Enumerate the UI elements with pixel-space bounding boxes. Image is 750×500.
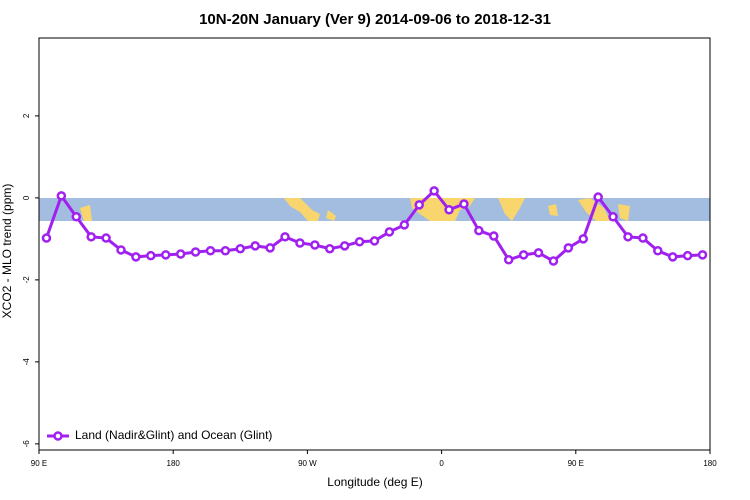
y-axis-label: XCO2 - MLO trend (ppm) <box>0 184 14 319</box>
point <box>548 256 559 266</box>
point <box>459 199 469 209</box>
x-tick-label: 180 <box>703 459 717 468</box>
point <box>56 191 67 201</box>
legend-label: Land (Nadir&Glint) and Ocean (Glint) <box>75 428 272 442</box>
land <box>80 205 92 221</box>
point <box>444 205 454 215</box>
point <box>489 231 499 241</box>
point <box>190 247 201 257</box>
point <box>533 248 544 258</box>
point <box>205 246 216 256</box>
land <box>284 198 320 221</box>
x-axis-label: Longitude (deg E) <box>327 475 422 489</box>
point <box>250 241 260 251</box>
x-tick-label: 90 E <box>568 459 584 468</box>
point <box>280 232 290 242</box>
plot-frame <box>38 37 711 451</box>
point <box>608 211 618 222</box>
point <box>41 233 52 243</box>
point <box>131 252 141 262</box>
x-tick-label: 180 <box>167 459 181 468</box>
y-tick-label: -2 <box>22 276 31 284</box>
point <box>325 243 335 254</box>
map-band <box>39 198 710 221</box>
point <box>593 192 603 202</box>
point <box>369 236 380 246</box>
land <box>498 198 525 221</box>
point <box>339 241 350 251</box>
point <box>697 250 708 260</box>
point <box>474 225 484 236</box>
ocean-band <box>39 198 710 221</box>
point <box>86 232 96 242</box>
legend-marker <box>53 431 63 441</box>
y-tick-label: 2 <box>22 113 31 118</box>
land <box>410 198 475 221</box>
point <box>518 250 529 260</box>
point <box>101 233 111 243</box>
point <box>682 250 693 261</box>
point <box>563 243 574 253</box>
point <box>384 227 395 237</box>
point <box>429 186 439 196</box>
point <box>653 246 663 256</box>
point <box>638 233 648 243</box>
point <box>399 220 410 230</box>
point <box>265 243 275 253</box>
chart-title: 10N-20N January (Ver 9) 2014-09-06 to 20… <box>199 11 551 28</box>
land <box>326 210 336 221</box>
point <box>160 250 171 260</box>
x-tick-label: 90 W <box>298 459 317 468</box>
point <box>623 232 633 242</box>
point <box>116 245 126 255</box>
point <box>667 252 678 262</box>
point <box>503 255 514 265</box>
land <box>618 204 630 221</box>
point <box>235 243 246 254</box>
y-tick-label: 0 <box>22 195 31 200</box>
x-tick-label: 90 E <box>31 459 47 468</box>
x-tick-label: 0 <box>439 459 444 468</box>
y-tick-label: -6 <box>22 440 31 448</box>
point <box>310 240 320 250</box>
point <box>414 200 424 210</box>
point <box>295 238 305 248</box>
point <box>578 234 589 244</box>
point <box>354 236 365 247</box>
point <box>71 211 82 222</box>
point <box>175 249 186 259</box>
land <box>548 204 558 216</box>
y-tick-label: -4 <box>22 358 31 366</box>
point <box>220 246 231 256</box>
point <box>146 250 156 261</box>
